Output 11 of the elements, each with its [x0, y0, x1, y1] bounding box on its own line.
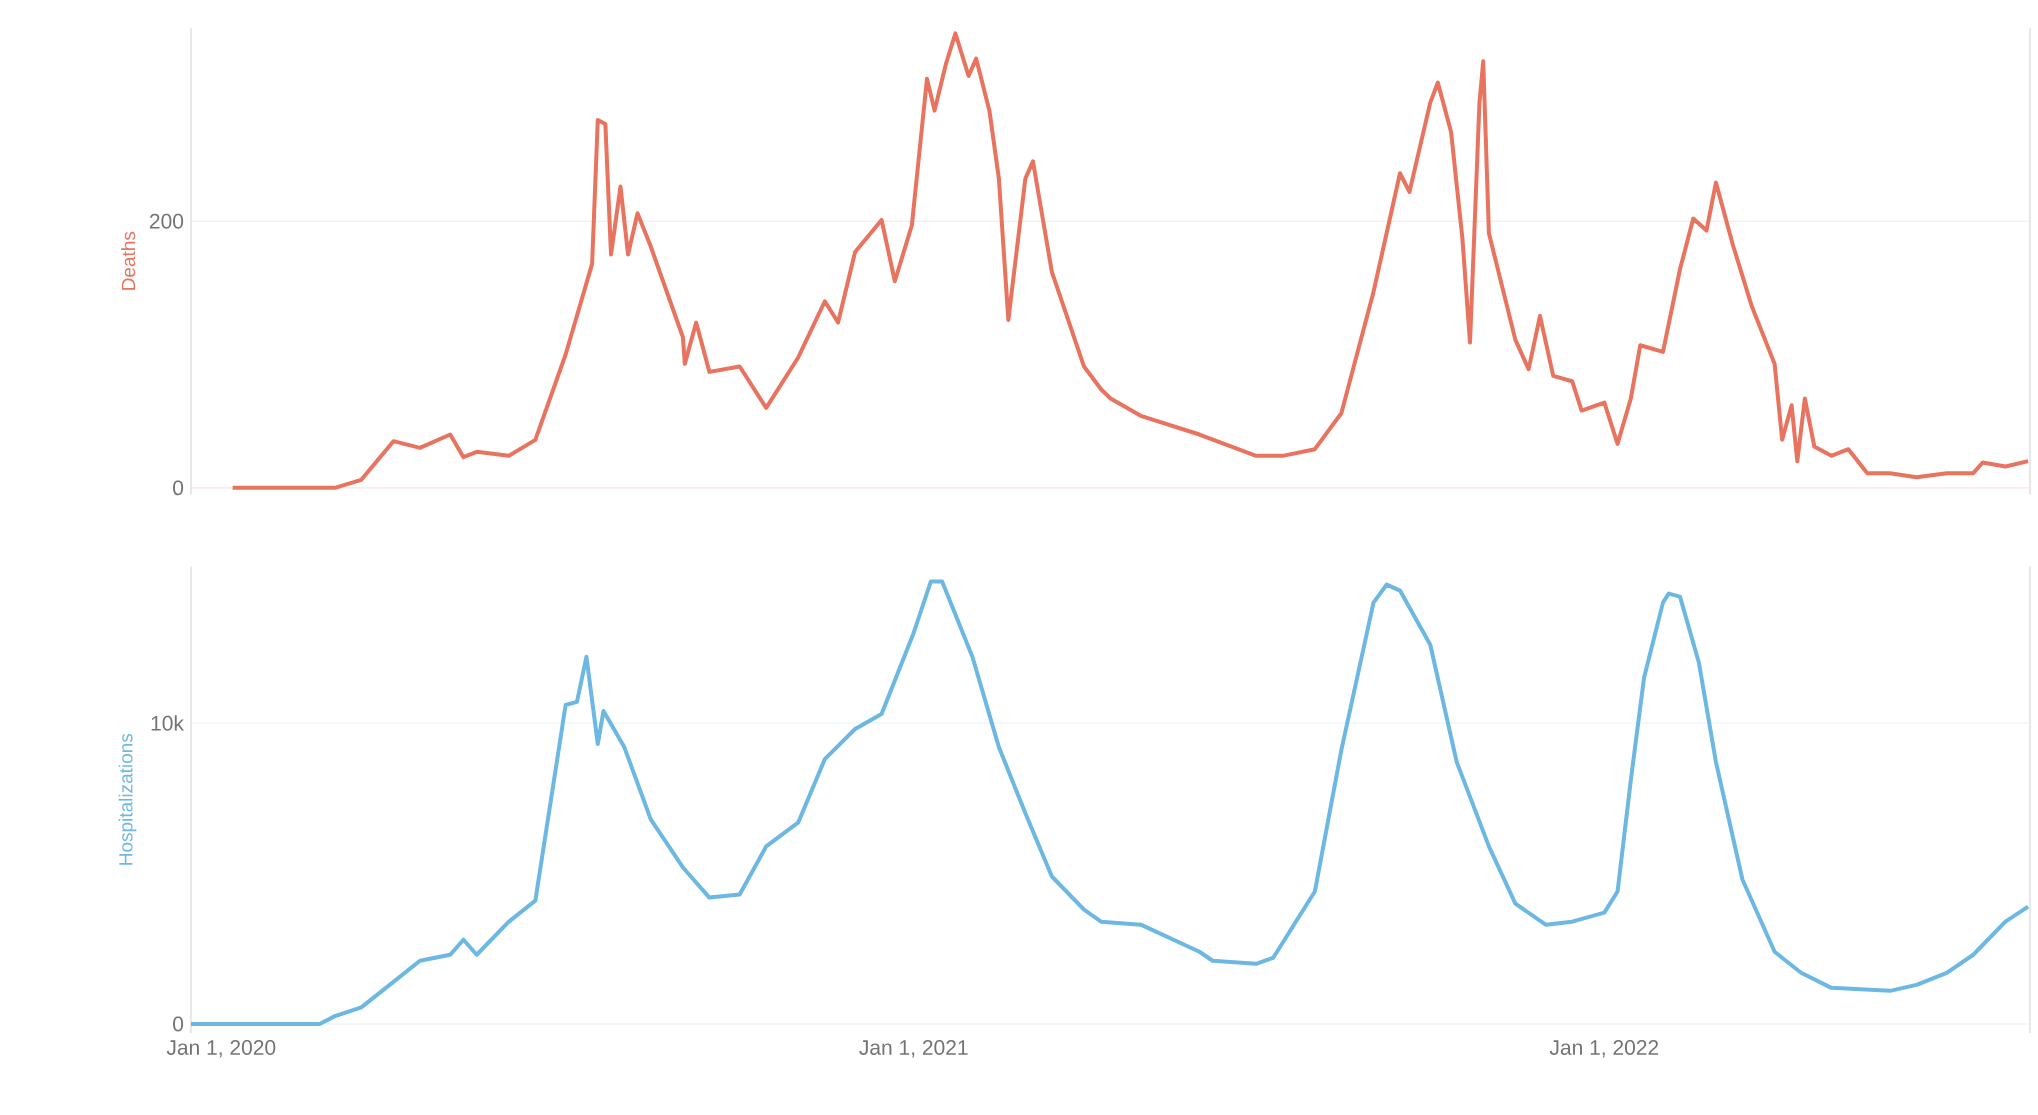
line-series: [189, 579, 2031, 1026]
y-tick-label: 0: [173, 480, 184, 496]
x-tick-label: Jan 1, 2021: [859, 1040, 968, 1058]
y-axis-title: Hospitalizations: [118, 733, 137, 865]
y-tick-label: 0: [173, 1016, 184, 1032]
x-tick-label: Jan 1, 2022: [1549, 1040, 1659, 1058]
y-axis-title: Deaths: [121, 231, 136, 290]
y-tick-label: 10k: [151, 715, 184, 731]
x-tick-label: Jan 1, 2020: [166, 1040, 276, 1058]
line-series: [230, 31, 2031, 490]
y-tick-label: 200: [149, 213, 184, 229]
